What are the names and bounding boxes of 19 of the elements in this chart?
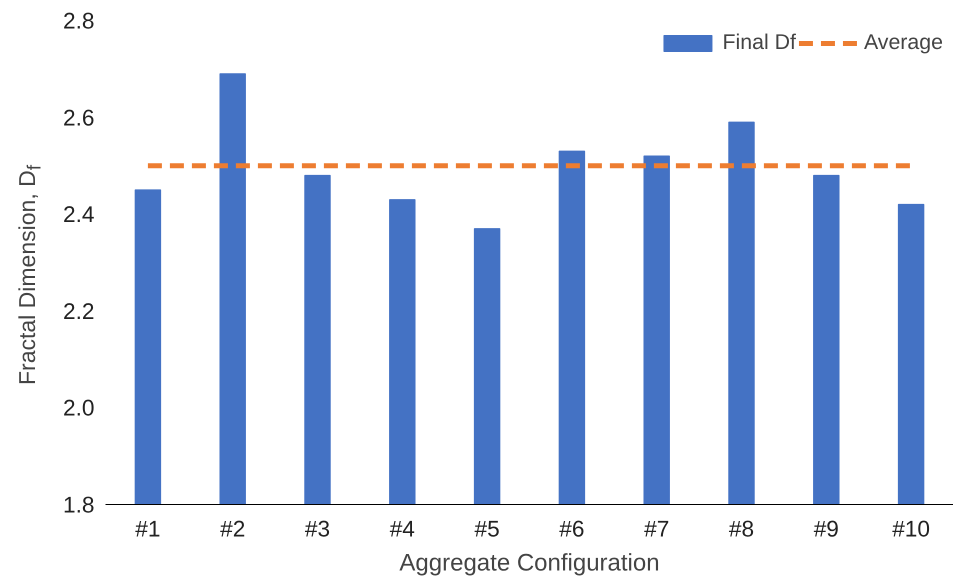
legend-label: Average bbox=[864, 30, 943, 55]
legend-label: Final Df bbox=[722, 30, 796, 55]
x-axis-title: Aggregate Configuration bbox=[399, 550, 660, 576]
y-tick-label: 2.4 bbox=[63, 201, 95, 228]
x-tick-label: #4 bbox=[390, 516, 415, 542]
y-tick-label: 1.8 bbox=[63, 492, 95, 518]
x-tick-label: #6 bbox=[559, 516, 585, 542]
x-tick-label: #1 bbox=[135, 516, 161, 542]
y-tick-label: 2.2 bbox=[63, 298, 95, 324]
y-tick-label: 2.6 bbox=[63, 104, 95, 130]
y-tick-label: 2.8 bbox=[63, 8, 95, 34]
y-tick-label: 2.0 bbox=[63, 394, 95, 421]
x-tick-label: #5 bbox=[474, 516, 500, 542]
x-tick-label: #3 bbox=[304, 516, 330, 542]
x-tick-label: #2 bbox=[220, 516, 246, 542]
x-tick-label: #10 bbox=[892, 516, 930, 542]
x-tick-label: #9 bbox=[814, 516, 839, 542]
x-tick-label: #8 bbox=[728, 516, 754, 542]
x-tick-label: #7 bbox=[644, 516, 670, 542]
